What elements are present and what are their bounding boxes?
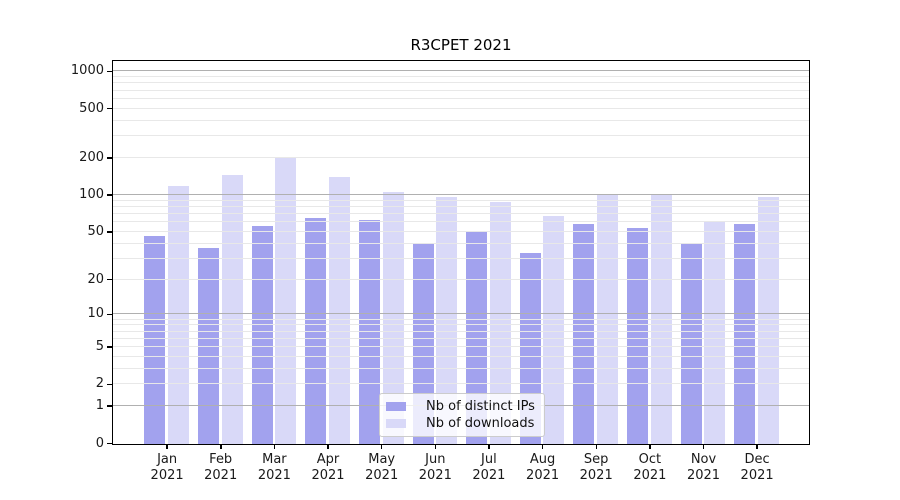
x-tick-label-apr-2021: Apr 2021 (311, 452, 345, 483)
x-tick-label-nov-2021: Nov 2021 (686, 452, 721, 483)
x-tick-label-jun-2021: Jun 2021 (418, 452, 452, 483)
bar-nb-of-distinct-ips-nov-2021 (680, 244, 702, 444)
x-tick-label-mar-2021: Mar 2021 (257, 452, 291, 483)
bar-nb-of-downloads-jan-2021 (167, 185, 189, 444)
minor-gridline-40 (113, 242, 809, 244)
minor-gridline-5 (113, 346, 809, 347)
y-tick-label-500: 500 (79, 100, 104, 116)
x-tick-label-aug-2021: Aug 2021 (526, 452, 560, 483)
x-tick-mark-sep-2021 (595, 445, 597, 449)
y-tick-mark-20 (107, 278, 112, 281)
x-tick-mark-aug-2021 (541, 445, 544, 449)
y-tick-label-200: 200 (79, 149, 104, 165)
x-tick-label-sep-2021: Sep 2021 (579, 452, 613, 483)
y-tick-mark-1 (107, 405, 112, 407)
y-tick-mark-100 (107, 194, 112, 196)
x-tick-mark-may-2021 (380, 445, 383, 449)
minor-gridline-4 (113, 355, 809, 357)
y-tick-label-5: 5 (95, 339, 104, 354)
y-tick-mark-1000 (107, 70, 112, 73)
minor-gridline-7 (113, 330, 809, 332)
x-tick-label-jul-2021: Jul 2021 (472, 452, 506, 483)
major-gridline-100 (113, 193, 809, 195)
minor-gridline-60 (113, 221, 809, 223)
minor-gridline-700 (113, 89, 809, 91)
minor-gridline-200 (113, 156, 809, 158)
y-tick-label-20: 20 (87, 271, 104, 287)
x-tick-label-jan-2021: Jan 2021 (150, 452, 184, 483)
y-tick-mark-200 (107, 157, 112, 159)
x-tick-mark-jun-2021 (434, 445, 436, 449)
legend: Nb of distinct IPs Nb of downloads (379, 393, 545, 437)
minor-gridline-80 (113, 205, 809, 207)
minor-gridline-70 (113, 212, 809, 214)
x-tick-mark-oct-2021 (649, 445, 651, 449)
bar-nb-of-downloads-jun-2021 (436, 197, 458, 444)
minor-gridline-300 (113, 135, 809, 137)
x-tick-label-dec-2021: Dec 2021 (740, 452, 774, 483)
y-tick-label-10: 10 (87, 306, 104, 322)
y-tick-mark-50 (107, 231, 112, 233)
y-tick-label-0: 0 (95, 435, 104, 451)
x-tick-mark-feb-2021 (220, 445, 222, 449)
y-tick-mark-500 (107, 107, 112, 110)
y-tick-mark-2 (107, 383, 112, 386)
y-tick-mark-10 (107, 313, 112, 316)
major-gridline-10 (113, 313, 809, 315)
x-tick-mark-nov-2021 (702, 445, 705, 449)
bar-nb-of-downloads-may-2021 (382, 192, 404, 444)
x-tick-mark-apr-2021 (327, 445, 329, 449)
minor-gridline-6 (113, 337, 809, 339)
minor-gridline-8 (113, 324, 809, 326)
legend-item-downloads: Nb of downloads (380, 416, 544, 431)
chart-title: R3CPET 2021 (410, 36, 512, 54)
y-tick-mark-0 (107, 442, 112, 445)
bar-nb-of-downloads-nov-2021 (704, 221, 726, 444)
bar-nb-of-distinct-ips-may-2021 (358, 220, 380, 444)
legend-item-distinct-ips: Nb of distinct IPs (380, 399, 544, 414)
minor-gridline-400 (113, 119, 809, 121)
bar-nb-of-downloads-aug-2021 (543, 216, 565, 444)
y-tick-mark-5 (107, 346, 112, 348)
minor-gridline-600 (113, 97, 809, 99)
minor-gridline-50 (113, 230, 809, 232)
legend-label-distinct-ips: Nb of distinct IPs (426, 399, 535, 414)
bar-nb-of-distinct-ips-jan-2021 (144, 235, 166, 444)
x-tick-label-may-2021: May 2021 (365, 452, 399, 483)
y-tick-label-1000: 1000 (70, 63, 104, 79)
y-tick-label-100: 100 (79, 186, 104, 202)
minor-gridline-30 (113, 257, 809, 259)
minor-gridline-90 (113, 199, 809, 201)
bar-nb-of-downloads-feb-2021 (221, 174, 243, 444)
bar-nb-of-distinct-ips-mar-2021 (251, 226, 273, 444)
legend-label-downloads: Nb of downloads (426, 416, 535, 431)
minor-gridline-2 (113, 383, 809, 385)
minor-gridline-500 (113, 107, 809, 109)
bar-nb-of-distinct-ips-oct-2021 (627, 228, 649, 444)
minor-gridline-900 (113, 76, 809, 78)
y-tick-label-2: 2 (95, 376, 104, 392)
y-tick-label-1: 1 (95, 398, 104, 414)
x-tick-label-oct-2021: Oct 2021 (633, 452, 667, 483)
downloads-swatch (386, 419, 406, 428)
x-tick-mark-jan-2021 (166, 445, 168, 449)
bar-nb-of-downloads-apr-2021 (328, 177, 350, 444)
minor-gridline-800 (113, 82, 809, 84)
y-tick-label-50: 50 (87, 223, 104, 239)
x-tick-mark-mar-2021 (273, 445, 276, 449)
minor-gridline-3 (113, 367, 809, 369)
plot-area (112, 60, 810, 445)
major-gridline-1000 (113, 70, 809, 72)
bar-nb-of-downloads-mar-2021 (275, 156, 297, 444)
distinct-ips-swatch (386, 402, 406, 411)
minor-gridline-9 (113, 318, 809, 320)
x-tick-mark-dec-2021 (756, 445, 758, 449)
minor-gridline-20 (113, 278, 809, 280)
x-tick-mark-jul-2021 (488, 445, 490, 449)
x-tick-label-feb-2021: Feb 2021 (204, 452, 238, 483)
gridlines-layer (113, 61, 809, 444)
